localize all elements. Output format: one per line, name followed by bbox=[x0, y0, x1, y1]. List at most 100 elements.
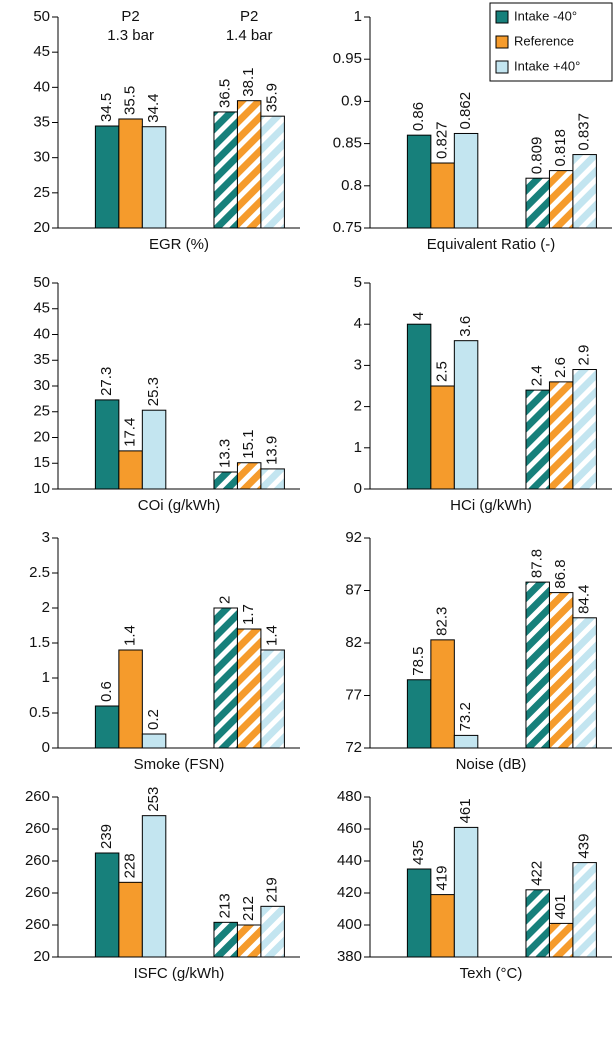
x-axis-label: HCi (g/kWh) bbox=[450, 497, 532, 514]
x-axis-label: Texh (°C) bbox=[460, 965, 523, 982]
value-label: 17.4 bbox=[122, 418, 139, 447]
value-label: 0.2 bbox=[145, 709, 162, 730]
x-axis-label: Equivalent Ratio (-) bbox=[427, 236, 555, 253]
value-label: 27.3 bbox=[98, 367, 115, 396]
bar bbox=[453, 826, 479, 958]
x-axis-label: COi (g/kWh) bbox=[138, 497, 221, 514]
legend-swatch bbox=[495, 60, 509, 74]
y-tick-label: 10 bbox=[33, 480, 50, 497]
y-tick-label: 4 bbox=[354, 315, 362, 332]
value-label: 36.5 bbox=[217, 79, 234, 108]
y-tick-label: 15 bbox=[33, 454, 50, 471]
value-label: 3.6 bbox=[457, 316, 474, 337]
y-tick-label: 260 bbox=[25, 852, 50, 869]
bar bbox=[525, 389, 550, 490]
bar bbox=[548, 170, 574, 229]
bar bbox=[525, 581, 550, 749]
y-tick-label: 25 bbox=[33, 403, 50, 420]
legend-box bbox=[489, 2, 613, 82]
y-tick-label: 2.5 bbox=[29, 564, 50, 581]
y-tick-label: 3 bbox=[354, 356, 362, 373]
value-label: 0.86 bbox=[410, 102, 427, 131]
value-label: 4 bbox=[410, 312, 427, 320]
y-tick-label: 1 bbox=[354, 439, 362, 456]
value-label: 1.4 bbox=[264, 625, 281, 646]
y-tick-label: 82 bbox=[345, 634, 362, 651]
bar bbox=[430, 162, 455, 229]
bar bbox=[572, 617, 597, 749]
value-label: 439 bbox=[576, 834, 593, 859]
y-tick-label: 35 bbox=[33, 113, 50, 130]
y-tick-label: 0.9 bbox=[341, 92, 362, 109]
y-tick-label: 92 bbox=[345, 529, 362, 546]
value-label: 38.1 bbox=[240, 67, 257, 96]
y-tick-label: 40 bbox=[33, 325, 50, 342]
bar bbox=[236, 628, 262, 749]
legend-swatch bbox=[495, 10, 509, 24]
y-tick-label: 87 bbox=[345, 581, 362, 598]
y-tick-label: 0 bbox=[42, 739, 50, 756]
y-tick-label: 420 bbox=[337, 884, 362, 901]
y-tick-label: 30 bbox=[33, 149, 50, 166]
legend-label: Intake -40° bbox=[514, 8, 577, 23]
bar bbox=[260, 115, 285, 229]
legend-label: Intake +40° bbox=[514, 58, 580, 73]
y-tick-label: 460 bbox=[337, 820, 362, 837]
bar bbox=[548, 592, 574, 749]
bar bbox=[406, 323, 432, 490]
y-tick-label: 0.8 bbox=[341, 177, 362, 194]
bar bbox=[213, 921, 238, 958]
value-label: 0.6 bbox=[98, 681, 115, 702]
y-tick-label: 380 bbox=[337, 948, 362, 965]
value-label: 2.5 bbox=[434, 361, 451, 382]
y-tick-label: 3 bbox=[42, 529, 50, 546]
bar bbox=[406, 868, 432, 958]
bar bbox=[548, 922, 574, 958]
value-label: 78.5 bbox=[410, 647, 427, 676]
value-label: 15.1 bbox=[240, 430, 257, 459]
bar bbox=[213, 607, 238, 749]
bar bbox=[525, 177, 550, 229]
value-label: 86.8 bbox=[552, 559, 569, 588]
bar bbox=[141, 733, 167, 749]
y-tick-label: 50 bbox=[33, 274, 50, 291]
value-label: 35.9 bbox=[264, 83, 281, 112]
value-label: 82.3 bbox=[434, 607, 451, 636]
y-tick-label: 20 bbox=[33, 948, 50, 965]
value-label: 0.818 bbox=[552, 129, 569, 167]
value-label: 0.862 bbox=[457, 92, 474, 130]
value-label: 2.4 bbox=[529, 365, 546, 386]
y-tick-label: 260 bbox=[25, 884, 50, 901]
value-label: 2.6 bbox=[552, 357, 569, 378]
y-tick-label: 77 bbox=[345, 686, 362, 703]
bar bbox=[118, 118, 143, 229]
bar bbox=[525, 889, 550, 958]
bar bbox=[260, 468, 285, 490]
bar bbox=[406, 134, 432, 229]
bar bbox=[94, 705, 120, 749]
y-tick-label: 2 bbox=[354, 398, 362, 415]
bar bbox=[572, 862, 597, 958]
y-tick-label: 2 bbox=[42, 599, 50, 616]
y-tick-label: 20 bbox=[33, 428, 50, 445]
x-axis-label: EGR (%) bbox=[149, 236, 209, 253]
bar bbox=[94, 125, 120, 229]
category-label: P2 1.4 bar bbox=[225, 8, 273, 44]
bar bbox=[213, 111, 238, 229]
value-label: 239 bbox=[98, 824, 115, 849]
bar bbox=[94, 399, 120, 490]
bar bbox=[141, 409, 167, 490]
y-tick-label: 40 bbox=[33, 78, 50, 95]
value-label: 219 bbox=[264, 877, 281, 902]
value-label: 213 bbox=[217, 893, 234, 918]
y-tick-label: 0 bbox=[354, 480, 362, 497]
y-tick-label: 0.85 bbox=[333, 135, 362, 152]
bar bbox=[548, 381, 574, 490]
y-tick-label: 1 bbox=[42, 669, 50, 686]
bar bbox=[236, 100, 262, 229]
value-label: 84.4 bbox=[576, 585, 593, 614]
bar bbox=[141, 126, 167, 229]
x-axis-label: Smoke (FSN) bbox=[134, 756, 225, 773]
y-tick-label: 1 bbox=[354, 8, 362, 25]
